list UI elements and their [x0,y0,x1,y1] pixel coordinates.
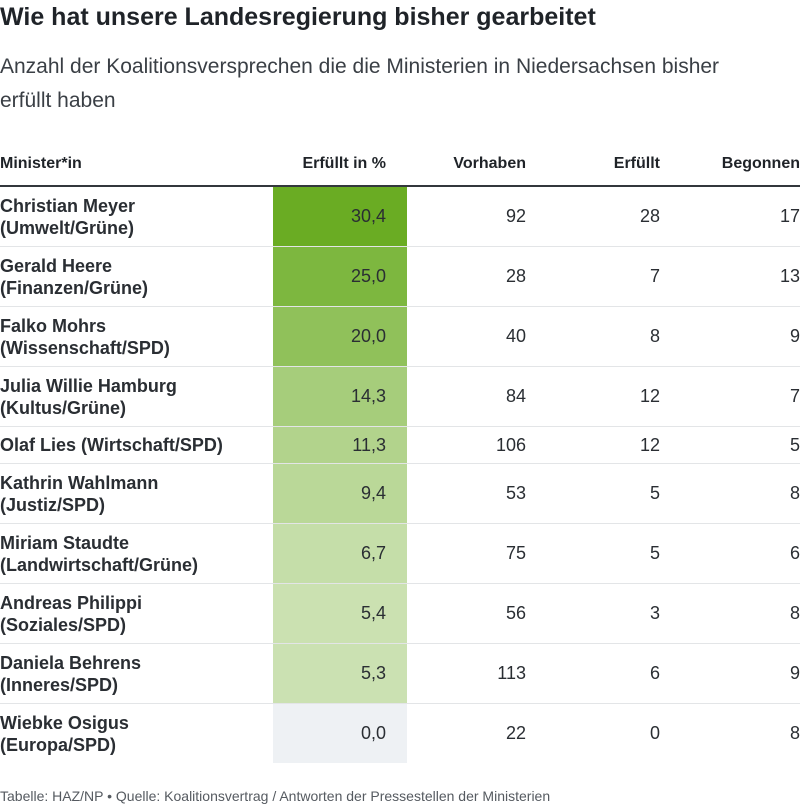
vorhaben-cell: 92 [407,186,526,247]
begonnen-cell: 9 [660,306,800,367]
minister-name: Falko Mohrs [0,315,107,336]
minister-name: Christian Meyer [0,195,136,216]
minister-name: Miriam Staudte [0,532,130,553]
col-header-begonnen[interactable]: Begonnen [660,143,800,187]
table-row: Andreas Philippi (Soziales/SPD) 5,4 56 3 8 [0,583,800,644]
minister-cell: Christian Meyer (Umwelt/Grüne) [0,186,273,247]
minister-cell: Julia Willie Hamburg (Kultus/Grüne) [0,366,273,427]
ministry-party: (Justiz/SPD) [0,494,106,515]
col-header-pct[interactable]: Erfüllt in % [273,143,407,187]
pct-fulfilled-cell: 5,4 [273,583,407,644]
vorhaben-cell: 106 [407,426,526,464]
begonnen-cell: 8 [660,583,800,644]
chart-subtitle: Anzahl der Koalitionsversprechen die die… [0,55,720,112]
ministry-party: (Kultus/Grüne) [0,397,126,418]
minister-name: Gerald Heere [0,255,113,276]
minister-cell: Wiebke Osigus (Europa/SPD) [0,704,273,764]
minister-cell: Daniela Behrens (Inneres/SPD) [0,643,273,704]
pct-fulfilled-cell: 5,3 [273,643,407,704]
ministry-party: (Umwelt/Grüne) [0,217,135,238]
erfuellt-cell: 5 [526,463,660,524]
vorhaben-cell: 113 [407,643,526,704]
table-row: Kathrin Wahlmann (Justiz/SPD) 9,4 53 5 8 [0,463,800,524]
ministry-party: (Inneres/SPD) [0,674,119,695]
begonnen-cell: 17 [660,186,800,247]
table-body: Christian Meyer (Umwelt/Grüne) 30,4 92 28 17 G… [0,186,800,763]
pct-fulfilled-cell: 30,4 [273,186,407,247]
col-header-vorhaben[interactable]: Vorhaben [407,143,526,187]
erfuellt-cell: 12 [526,366,660,427]
erfuellt-cell: 7 [526,246,660,307]
begonnen-cell: 7 [660,366,800,427]
begonnen-cell: 5 [660,426,800,464]
pct-fulfilled-cell: 6,7 [273,523,407,584]
ministry-party: (Soziales/SPD) [0,614,127,635]
vorhaben-cell: 56 [407,583,526,644]
erfuellt-cell: 0 [649,723,660,743]
table-row: Julia Willie Hamburg (Kultus/Grüne) 14,3 84… [0,366,800,427]
table-row: Wiebke Osigus (Europa/SPD) 0,0 22 0 8 [0,703,800,764]
minister-cell: Falko Mohrs (Wissenschaft/SPD) [0,306,273,367]
erfuellt-cell: 5 [526,523,660,584]
pct-fulfilled-cell: 11,3 [273,426,407,464]
minister-name: Andreas Philippi [0,592,143,613]
pct-fulfilled-cell: 20,0 [273,306,407,367]
minister-name: Daniela Behrens [0,652,142,673]
vorhaben-cell: 40 [407,306,526,367]
pct-fulfilled-cell: 9,4 [273,463,407,524]
erfuellt-cell: 3 [526,583,660,644]
source-note: Tabelle: HAZ/NP • Quelle: Koalitionsvert… [0,788,551,804]
chart-title: Wie hat unsere Landesregierung bisher ge… [0,3,596,31]
vorhaben-cell: 53 [407,463,526,524]
minister-cell: Gerald Heere (Finanzen/Grüne) [0,246,273,307]
begonnen-cell: 13 [660,246,800,307]
begonnen-cell: 8 [789,723,800,743]
header-row: Minister*in Erfüllt in % Vorhaben Erfüll… [0,143,800,187]
minister-cell: Kathrin Wahlmann (Justiz/SPD) [0,463,273,524]
erfuellt-cell: 8 [526,306,660,367]
ministry-party: (Finanzen/Grüne) [0,277,148,298]
vorhaben-cell: 84 [407,366,526,427]
table-row: Falko Mohrs (Wissenschaft/SPD) 20,0 40 8 9 [0,306,800,367]
coalition-table: Minister*in Erfüllt in % Vorhaben Erfüll… [0,143,800,763]
minister-name: Kathrin Wahlmann [0,472,159,493]
vorhaben-cell: 75 [407,523,526,584]
vorhaben-cell: 28 [407,246,526,307]
table-row: Daniela Behrens (Inneres/SPD) 5,3 113 6 9 [0,643,800,704]
pct-fulfilled-cell: 25,0 [273,246,407,307]
ministry-party: (Wissenschaft/SPD) [0,337,170,358]
table-row: Miriam Staudte (Landwirtschaft/Grüne) 6,7 7… [0,523,800,584]
table-row: Olaf Lies (Wirtschaft/SPD) 11,3 106 12 5 [0,426,800,464]
minister-cell: Miriam Staudte (Landwirtschaft/Grüne) [0,523,273,584]
minister-cell: Andreas Philippi (Soziales/SPD) [0,583,273,644]
begonnen-cell: 6 [660,523,800,584]
table-row: Christian Meyer (Umwelt/Grüne) 30,4 92 28 17 [0,186,800,247]
pct-fulfilled-cell: 14,3 [273,366,407,427]
ministry-party: (Landwirtschaft/Grüne) [0,554,199,575]
ministry-party: (Europa/SPD) [0,734,117,755]
begonnen-cell: 8 [660,463,800,524]
vorhaben-cell: 22 [505,723,526,743]
begonnen-cell: 9 [660,643,800,704]
minister-name: Olaf Lies (Wirtschaft/SPD) [0,435,223,455]
col-header-erfuellt[interactable]: Erfüllt [526,143,660,187]
pct-fulfilled-cell: 0,0 [273,703,407,763]
minister-name: Julia Willie Hamburg [0,375,177,396]
minister-cell: Olaf Lies (Wirtschaft/SPD) [0,426,273,464]
col-header-minister[interactable]: Minister*in [0,143,273,187]
minister-name: Wiebke Osigus [0,712,129,733]
erfuellt-cell: 6 [526,643,660,704]
erfuellt-cell: 12 [526,426,660,464]
table-row: Gerald Heere (Finanzen/Grüne) 25,0 28 7 13 [0,246,800,307]
erfuellt-cell: 28 [526,186,660,247]
